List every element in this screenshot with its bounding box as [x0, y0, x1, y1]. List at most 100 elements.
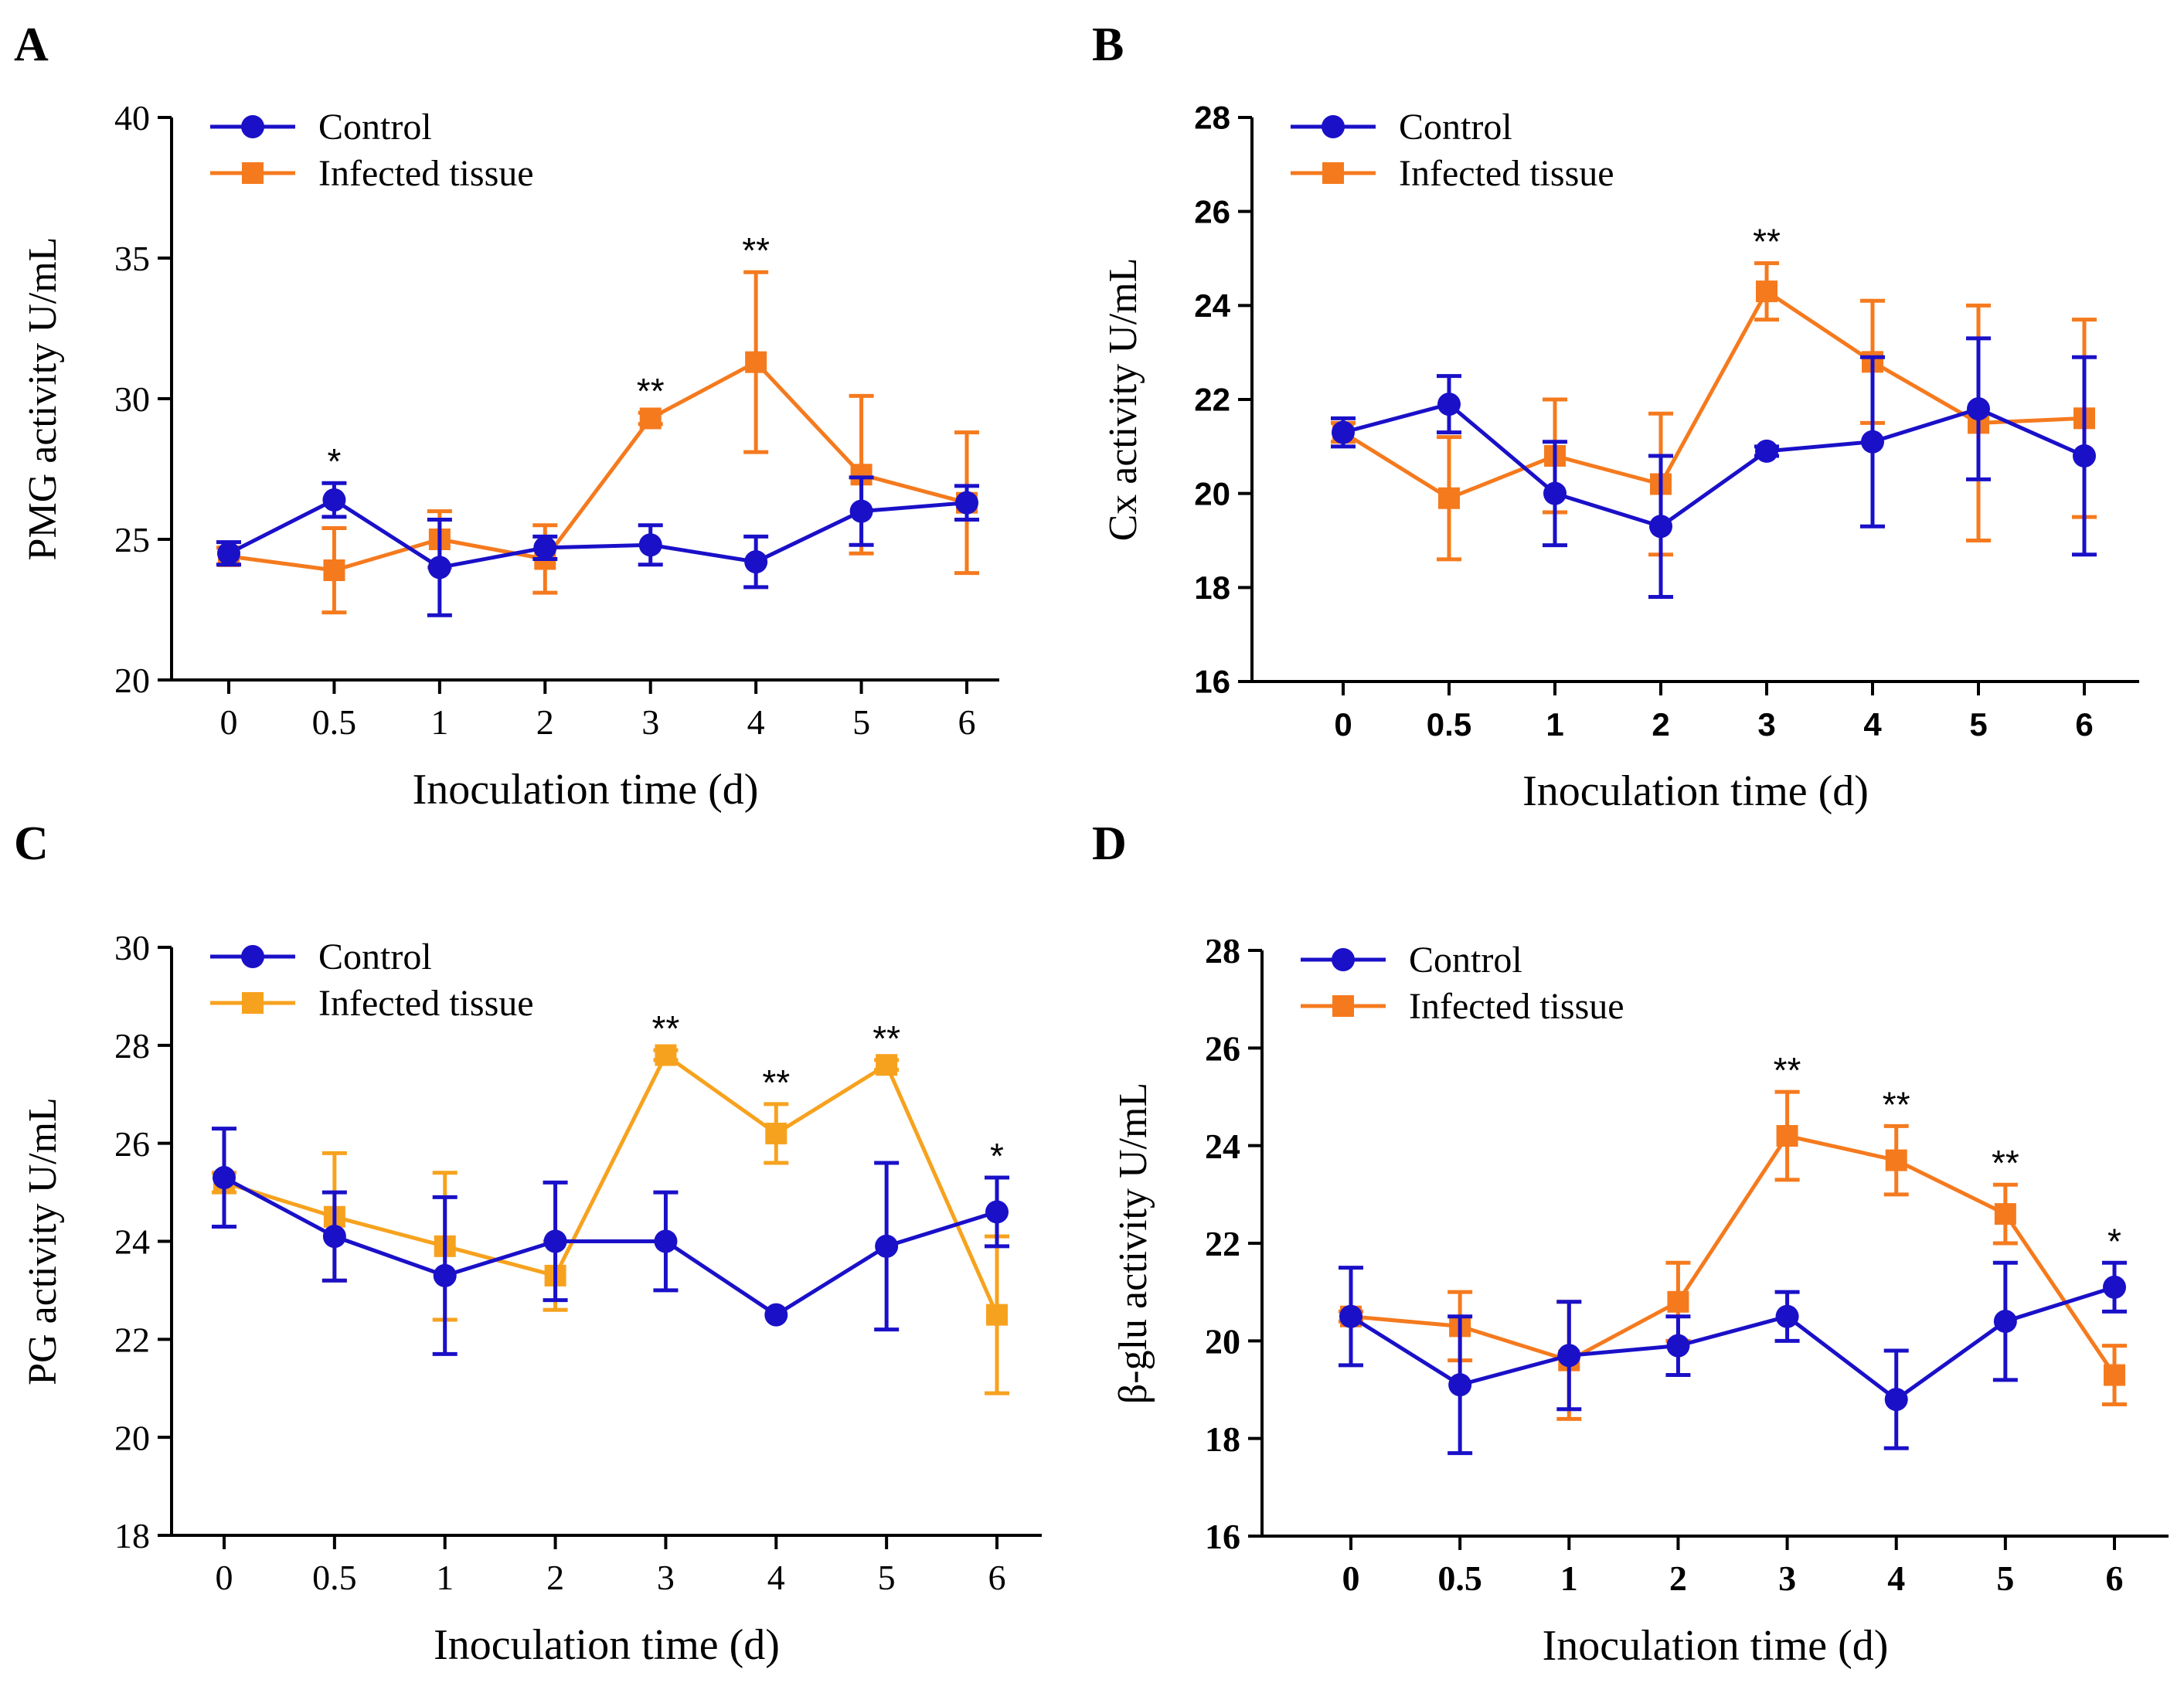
- legend-marker-control-b: [1322, 115, 1345, 138]
- legend-marker-infected-b: [1322, 162, 1344, 184]
- x-tick-label-a: 0: [220, 702, 238, 742]
- legend-marker-control-a: [241, 115, 264, 138]
- significance-marker-c: **: [652, 1008, 680, 1049]
- point-infected-d: [2104, 1364, 2125, 1386]
- point-control-b: [1332, 420, 1355, 444]
- point-control-d: [1557, 1344, 1581, 1368]
- legend-marker-control-c: [241, 945, 264, 968]
- point-infected-c: [655, 1044, 677, 1066]
- x-tick-label-a: 1: [430, 702, 448, 742]
- point-infected-d: [1994, 1203, 2016, 1225]
- significance-marker-a: *: [327, 441, 341, 481]
- x-tick-label-d: 0: [1342, 1559, 1360, 1598]
- y-tick-label-c: 26: [114, 1124, 150, 1164]
- point-control-c: [322, 1225, 346, 1249]
- significance-marker-a: **: [637, 371, 665, 411]
- point-infected-c: [876, 1054, 898, 1076]
- point-control-a: [849, 499, 873, 523]
- point-control-c: [213, 1166, 236, 1190]
- legend-label-control-d: Control: [1409, 940, 1522, 981]
- y-axis-title-b: Cx activity U/mL: [1101, 258, 1145, 542]
- point-infected-c: [765, 1122, 788, 1144]
- series-line-infected-a: [228, 359, 968, 573]
- point-control-d: [1884, 1388, 1908, 1412]
- significance-marker-a: **: [742, 230, 770, 270]
- point-control-b: [1967, 397, 1990, 421]
- legend-label-infected-c: Infected tissue: [318, 983, 534, 1024]
- y-tick-label-b: 16: [1194, 664, 1230, 700]
- legend-label-infected-a: Infected tissue: [318, 153, 534, 194]
- x-tick-label-c: 4: [767, 1558, 785, 1597]
- point-control-b: [1755, 439, 1778, 463]
- x-tick-label-b: 0.5: [1427, 706, 1471, 743]
- point-control-d: [1775, 1304, 1799, 1328]
- panel-letter-d: D: [1092, 818, 1127, 870]
- x-tick-label-b: 1: [1546, 706, 1563, 743]
- point-control-c: [433, 1263, 457, 1287]
- legend-label-infected-d: Infected tissue: [1409, 986, 1624, 1027]
- x-tick-label-d: 4: [1887, 1559, 1905, 1598]
- point-control-c: [875, 1234, 899, 1258]
- x-axis-title-d: Inoculation time (d): [1543, 1622, 1889, 1670]
- point-infected-a: [639, 407, 662, 430]
- y-axis-title-a: PMG activity U/mL: [21, 237, 65, 561]
- y-axis-title-c: PG activity U/mL: [21, 1097, 65, 1385]
- chart-panel-c: 18 20 22 24 26 28 30 0 0.5 1 2 3 4 5 6 Inoculation time…: [21, 928, 1042, 1669]
- legend-marker-infected-c: [242, 992, 264, 1014]
- x-tick-label-b: 6: [2075, 706, 2093, 743]
- panel-letter-b: B: [1092, 19, 1124, 71]
- legend-marker-control-d: [1332, 948, 1355, 971]
- x-tick-label-b: 0: [1334, 706, 1352, 743]
- point-control-b: [1437, 393, 1461, 416]
- significance-marker-d: *: [2107, 1221, 2121, 1261]
- y-tick-label-b: 18: [1194, 569, 1230, 606]
- x-tick-label-b: 5: [1969, 706, 1987, 743]
- point-control-d: [1339, 1304, 1362, 1328]
- x-axis-title-a: Inoculation time (d): [413, 766, 759, 814]
- series-line-infected-c: [223, 1052, 999, 1316]
- y-tick-label-d: 22: [1205, 1224, 1240, 1263]
- series-line-control-b: [1342, 402, 2086, 529]
- point-control-c: [985, 1200, 1009, 1224]
- y-tick-label-a: 30: [114, 379, 150, 419]
- x-tick-label-d: 3: [1778, 1559, 1796, 1598]
- point-infected-b: [1438, 487, 1460, 509]
- significance-marker-c: **: [762, 1062, 790, 1103]
- x-tick-label-b: 2: [1652, 706, 1669, 743]
- point-control-a: [217, 542, 240, 566]
- x-tick-label-a: 0.5: [312, 702, 357, 742]
- significance-marker-d: **: [1992, 1143, 2019, 1183]
- point-control-b: [1543, 481, 1567, 505]
- y-tick-label-d: 26: [1205, 1028, 1240, 1068]
- x-tick-label-d: 2: [1669, 1559, 1687, 1598]
- x-tick-label-b: 4: [1863, 706, 1882, 743]
- series-line-infected-d: [1350, 1134, 2117, 1376]
- x-tick-label-d: 1: [1560, 1559, 1578, 1598]
- x-tick-label-c: 0.5: [312, 1558, 357, 1597]
- point-infected-b: [1756, 280, 1777, 303]
- y-tick-label-a: 20: [114, 661, 150, 700]
- point-control-d: [2103, 1275, 2126, 1299]
- point-control-d: [1993, 1310, 2017, 1334]
- y-tick-label-b: 26: [1194, 193, 1230, 229]
- x-tick-label-c: 1: [436, 1558, 454, 1597]
- significance-marker-b: **: [1753, 222, 1781, 262]
- series-line-control-a: [227, 498, 968, 570]
- y-axis-title-d: β-glu activity U/mL: [1111, 1083, 1155, 1404]
- y-tick-label-d: 16: [1205, 1517, 1240, 1556]
- x-tick-label-a: 3: [641, 702, 659, 742]
- x-tick-label-d: 0.5: [1437, 1559, 1482, 1598]
- x-tick-label-a: 6: [958, 702, 976, 742]
- point-infected-d: [1667, 1290, 1689, 1313]
- y-tick-label-a: 40: [114, 98, 150, 138]
- point-control-b: [1861, 430, 1884, 454]
- x-tick-label-a: 4: [747, 702, 765, 742]
- chart-panel-d: 16 18 20 22 24 26 28 0 0.5 1 2 3 4 5 6 Inoculation time…: [1111, 931, 2169, 1670]
- legend-label-infected-b: Infected tissue: [1399, 153, 1614, 194]
- y-tick-label-c: 18: [114, 1516, 150, 1555]
- y-tick-label-d: 28: [1205, 931, 1240, 970]
- y-tick-label-d: 24: [1205, 1127, 1240, 1166]
- y-tick-label-c: 20: [114, 1418, 150, 1457]
- x-tick-label-c: 2: [546, 1558, 564, 1597]
